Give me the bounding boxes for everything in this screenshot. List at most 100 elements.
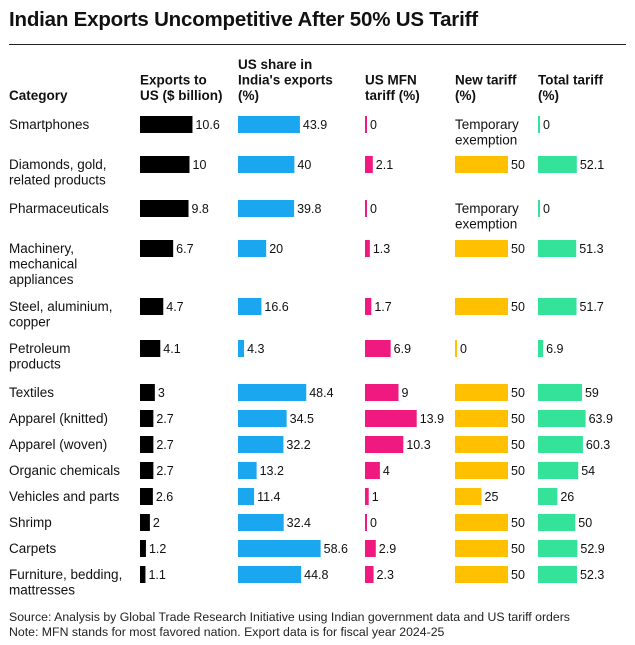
new-tariff-value: 50 [511,516,525,530]
column-header-mfn: tariff (%) [365,88,420,103]
column-header-exports: US ($ billion) [140,88,223,103]
new-tariff-value: 25 [485,490,499,504]
definition-note: Note: MFN stands for most favored nation… [9,625,445,639]
exports-bar [140,200,189,217]
us-share-value: 39.8 [297,202,321,216]
category-label: Diamonds, gold, [9,157,107,172]
new-tariff-bar [455,436,508,453]
new-tariff-bar [455,384,508,401]
category-label: appliances [9,272,74,287]
new-tariff-value: 50 [511,242,525,256]
mfn-bar [365,540,376,557]
exports-value: 2 [153,516,160,530]
exemption-label: Temporary [455,201,519,216]
exports-bar [140,116,193,133]
us-share-value: 32.2 [286,438,310,452]
category-label: Vehicles and parts [9,489,120,504]
total-tariff-value: 51.7 [580,300,604,314]
column-header-us-share: (%) [238,88,259,103]
us-share-bar [238,384,307,401]
category-label: Carpets [9,541,57,556]
mfn-bar [365,514,367,531]
exports-value: 10 [193,158,207,172]
mfn-bar [365,436,404,453]
category-label: Petroleum [9,341,71,356]
us-share-bar [238,462,257,479]
category-label: mechanical [9,257,77,272]
exports-value: 1.1 [148,568,165,582]
total-tariff-bar [538,340,544,357]
new-tariff-value: 50 [511,464,525,478]
exports-value: 2.7 [156,412,173,426]
new-tariff-bar [455,156,508,173]
title-divider [9,44,626,45]
category-label: Pharmaceuticals [9,201,109,216]
exports-bar [140,384,155,401]
exports-value: 9.8 [192,202,209,216]
us-share-value: 40 [297,158,311,172]
new-tariff-value: 50 [511,300,525,314]
mfn-value: 1.3 [373,242,390,256]
total-tariff-value: 0 [543,202,550,216]
total-tariff-bar [538,410,586,427]
total-tariff-value: 26 [560,490,574,504]
new-tariff-bar [455,298,508,315]
mfn-bar [365,298,372,315]
mfn-bar [365,240,370,257]
new-tariff-value: 50 [511,438,525,452]
exports-bar [140,540,146,557]
exports-value: 2.7 [156,464,173,478]
exports-bar [140,240,174,257]
total-tariff-value: 52.3 [580,568,604,582]
exports-value: 2.6 [156,490,173,504]
new-tariff-value: 50 [511,412,525,426]
total-tariff-value: 52.9 [580,542,604,556]
new-tariff-bar [455,462,508,479]
us-share-value: 48.4 [309,386,333,400]
category-label: Textiles [9,385,54,400]
new-tariff-value: 50 [511,568,525,582]
new-tariff-bar [455,488,482,505]
us-share-bar [238,514,284,531]
exports-bar [140,340,161,357]
new-tariff-bar [455,410,508,427]
footer: Source: Analysis by Global Trade Researc… [9,610,570,640]
exports-value: 4.1 [163,342,180,356]
exports-bar [140,462,154,479]
exports-value: 1.2 [149,542,166,556]
us-share-value: 44.8 [304,568,328,582]
exports-bar [140,514,150,531]
exports-bar [140,298,164,315]
us-share-value: 34.5 [290,412,314,426]
column-header-total-tariff: (%) [538,88,559,103]
chart-title: Indian Exports Uncompetitive After 50% U… [9,8,478,31]
category-label: products [9,357,61,372]
new-tariff-value: 50 [511,542,525,556]
new-tariff-bar [455,340,457,357]
column-header-category: Category [9,88,68,103]
column-header-us-share: India's exports [238,73,333,88]
category-label: copper [9,315,51,330]
us-share-bar [238,200,295,217]
us-share-value: 11.4 [257,490,280,504]
us-share-value: 16.6 [264,300,288,314]
total-tariff-bar [538,240,577,257]
mfn-value: 9 [401,386,408,400]
us-share-bar [238,566,302,583]
us-share-bar [238,540,321,557]
category-label: Shrimp [9,515,52,530]
total-tariff-bar [538,200,540,217]
new-tariff-value: 50 [511,158,525,172]
total-tariff-bar [538,462,579,479]
us-share-value: 58.6 [324,542,348,556]
category-label: related products [9,173,106,188]
category-label: Apparel (knitted) [9,411,108,426]
mfn-bar [365,566,374,583]
exports-bar [140,488,153,505]
category-label: Furniture, bedding, [9,567,122,582]
category-label: Smartphones [9,117,90,132]
mfn-bar [365,410,417,427]
mfn-bar [365,340,391,357]
category-label: Steel, aluminium, [9,299,113,314]
